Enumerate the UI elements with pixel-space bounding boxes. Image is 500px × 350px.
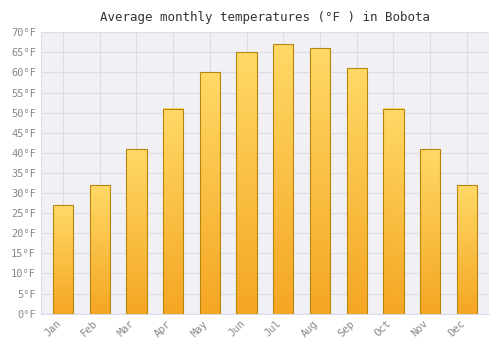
Bar bbox=[236, 52, 256, 314]
Bar bbox=[273, 44, 293, 314]
Bar bbox=[310, 48, 330, 314]
Title: Average monthly temperatures (°F ) in Bobota: Average monthly temperatures (°F ) in Bo… bbox=[100, 11, 430, 24]
Bar bbox=[384, 108, 404, 314]
Bar bbox=[163, 108, 183, 314]
Bar bbox=[346, 68, 367, 314]
Bar bbox=[420, 149, 440, 314]
Bar bbox=[457, 185, 477, 314]
Bar bbox=[126, 149, 146, 314]
Bar bbox=[90, 185, 110, 314]
Bar bbox=[200, 72, 220, 314]
Bar bbox=[53, 205, 73, 314]
